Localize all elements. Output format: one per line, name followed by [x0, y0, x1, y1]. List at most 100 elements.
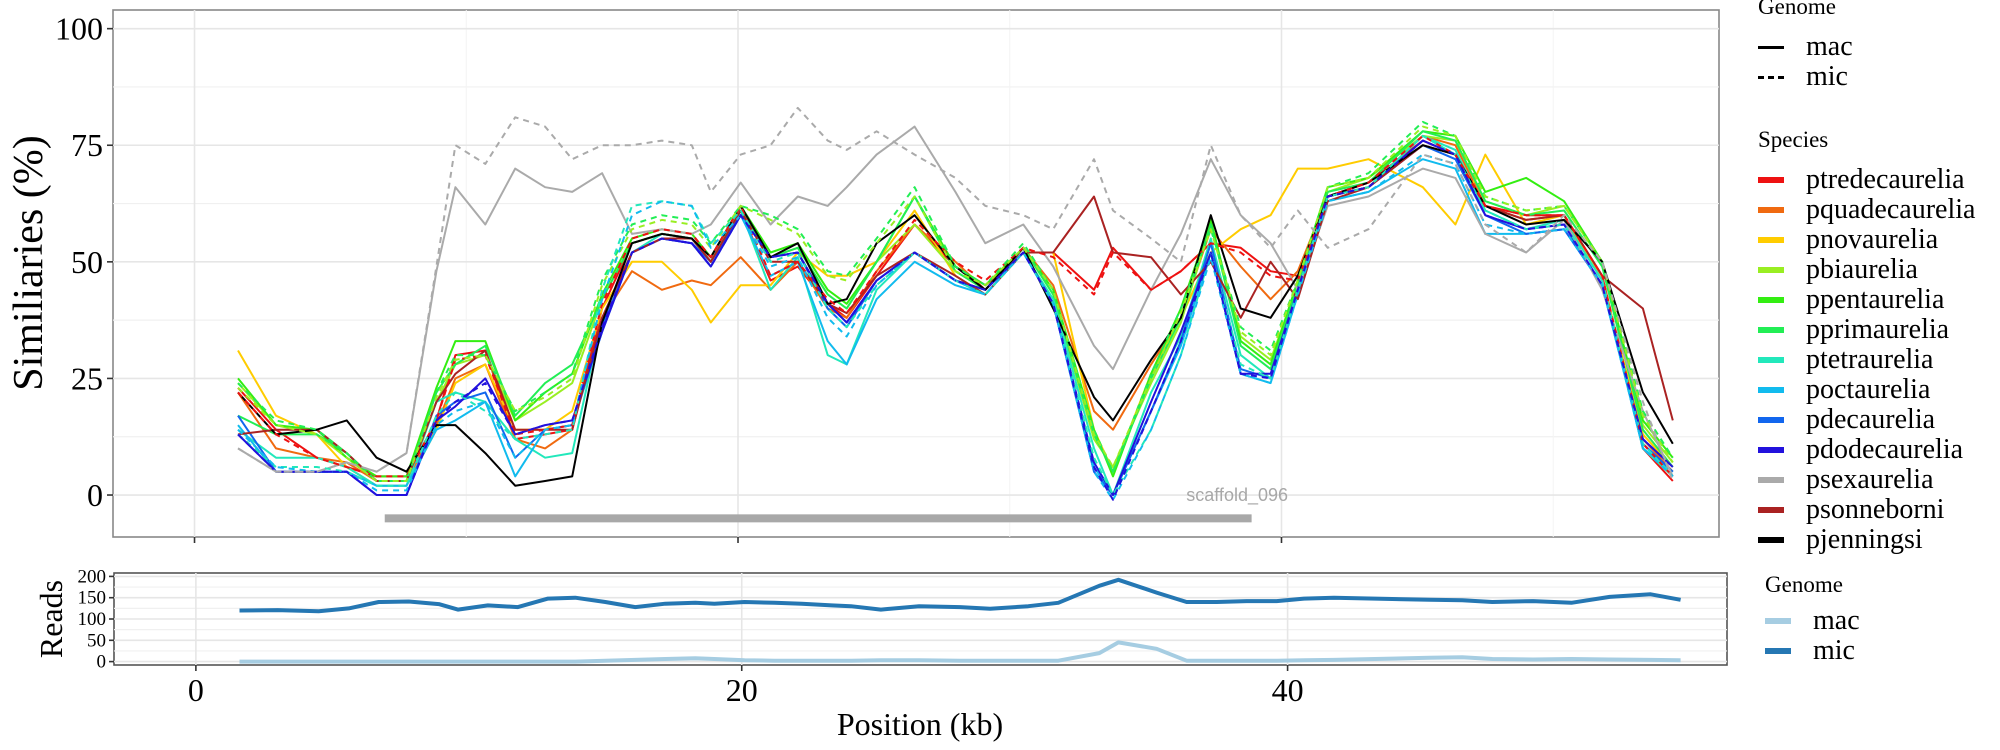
- species-legend: Species ptredecaurelia pquadecaurelia pnov…: [1758, 127, 1975, 555]
- species-legend-item: pdecaurelia: [1758, 404, 1975, 435]
- scaffold-label: scaffold_096: [1186, 485, 1288, 506]
- species-legend-label: ptredecaurelia: [1806, 164, 1965, 195]
- color-swatch-icon: [1765, 618, 1791, 624]
- species-legend-item: pbiaurelia: [1758, 254, 1975, 285]
- reads-x-axis: 0 20 40: [188, 665, 1304, 708]
- color-swatch-icon: [1758, 207, 1784, 213]
- reads-genome-legend: Genome mac mic: [1765, 572, 1860, 666]
- y-tick-label: 100: [55, 11, 103, 47]
- species-legend-item: ptredecaurelia: [1758, 164, 1975, 195]
- species-legend-item: ptetraurelia: [1758, 344, 1975, 375]
- y-tick-label: 150: [78, 588, 107, 609]
- species-legend-title: Species: [1758, 127, 1829, 152]
- dashed-line-icon: [1758, 75, 1784, 79]
- series-line-pdodecaurelia-mic: [237, 139, 1674, 501]
- scaffold-annotation: scaffold_096: [384, 485, 1288, 523]
- y-tick-label: 50: [71, 244, 103, 280]
- species-legend-label: pprimaurelia: [1806, 314, 1950, 345]
- genome-legend-item-mac: mac: [1758, 31, 1853, 62]
- y-tick-label: 0: [87, 477, 103, 513]
- color-swatch-icon: [1758, 177, 1784, 183]
- species-legend-item: pjenningsi: [1758, 524, 1975, 555]
- color-swatch-icon: [1758, 507, 1784, 513]
- reads-y-axis-label: Reads: [33, 580, 69, 658]
- reads-legend-label: mac: [1813, 605, 1860, 636]
- series-line-poctaurelia-mic: [237, 153, 1674, 501]
- species-legend-label: psexaurelia: [1806, 464, 1934, 495]
- reads-genome-legend-title: Genome: [1765, 572, 1843, 597]
- color-swatch-icon: [1758, 417, 1784, 423]
- color-swatch-icon: [1765, 648, 1791, 654]
- x-axis-label: Position (kb): [837, 706, 1003, 742]
- species-legend-item: pquadecaurelia: [1758, 194, 1976, 225]
- y-tick-label: 100: [78, 609, 107, 630]
- species-legend-label: ppentaurelia: [1806, 284, 1945, 315]
- species-legend-label: ptetraurelia: [1806, 344, 1934, 375]
- series-line-ptredecaurelia-mic: [237, 134, 1674, 478]
- similarity-plot-area: [112, 9, 1720, 538]
- color-swatch-icon: [1758, 447, 1784, 453]
- solid-line-icon: [1758, 45, 1784, 49]
- series-line-ptetraurelia-mic: [237, 134, 1674, 496]
- color-swatch-icon: [1758, 387, 1784, 393]
- series-line-pbiaurelia-mic: [237, 125, 1674, 482]
- x-tick-label: 20: [726, 672, 758, 708]
- series-line-psexaurelia-mic: [237, 106, 1674, 482]
- color-swatch-icon: [1758, 357, 1784, 363]
- reads-line-mic: [239, 577, 1681, 614]
- reads-line-mac: [239, 640, 1681, 664]
- similarity-series: [237, 106, 1674, 501]
- genome-legend-label: mac: [1806, 31, 1853, 62]
- series-line-poctaurelia-mac: [237, 158, 1674, 496]
- series-line-pnovaurelia-mac: [237, 153, 1674, 487]
- species-legend-item: psonneborni: [1758, 494, 1975, 525]
- series-line-psexaurelia-mac: [237, 125, 1674, 477]
- species-legend-label: pdecaurelia: [1806, 404, 1936, 435]
- species-legend-label: pdodecaurelia: [1806, 434, 1964, 465]
- species-legend-item: pdodecaurelia: [1758, 434, 1975, 465]
- genome-legend-title: Genome: [1758, 0, 1836, 19]
- similarity-y-axis: 0 25 50 75 100: [55, 11, 113, 513]
- genome-legend-label: mic: [1806, 61, 1848, 92]
- species-legend-label: poctaurelia: [1806, 374, 1931, 405]
- similarity-grid: [113, 10, 1719, 537]
- reads-legend-item-mic: mic: [1765, 635, 1860, 666]
- y-tick-label: 25: [71, 360, 103, 396]
- y-tick-label: 75: [71, 127, 103, 163]
- species-legend-item: ppentaurelia: [1758, 284, 1975, 315]
- species-legend-item: psexaurelia: [1758, 464, 1975, 495]
- scaffold-bar: [384, 514, 1252, 523]
- similarity-x-ticks: [193, 537, 1283, 543]
- species-legend-label: pbiaurelia: [1806, 254, 1918, 285]
- similarity-y-axis-label: Similiaries (%): [6, 135, 52, 390]
- color-swatch-icon: [1758, 267, 1784, 273]
- genome-legend-item-mic: mic: [1758, 61, 1853, 92]
- species-legend-item: pnovaurelia: [1758, 224, 1975, 255]
- color-swatch-icon: [1758, 477, 1784, 483]
- species-legend-item: pprimaurelia: [1758, 314, 1975, 345]
- color-swatch-icon: [1758, 297, 1784, 303]
- reads-legend-label: mic: [1813, 635, 1855, 666]
- similarity-panel: scaffold_096 0 25 50 75 100 Similiaries (%): [6, 9, 1720, 543]
- species-legend-label: pjenningsi: [1806, 524, 1923, 555]
- y-tick-label: 50: [87, 630, 106, 651]
- reads-series: [239, 577, 1681, 664]
- genome-legend: Genome mac mic: [1758, 0, 1853, 92]
- reads-grid: [114, 573, 1727, 665]
- reads-legend-item-mac: mac: [1765, 605, 1860, 636]
- species-legend-label: pquadecaurelia: [1806, 194, 1976, 225]
- color-swatch-icon: [1758, 237, 1784, 243]
- y-tick-label: 200: [78, 566, 107, 587]
- color-swatch-icon: [1758, 537, 1784, 543]
- x-tick-label: 40: [1272, 672, 1304, 708]
- species-legend-label: pnovaurelia: [1806, 224, 1939, 255]
- y-tick-label: 0: [97, 652, 107, 673]
- species-legend-item: poctaurelia: [1758, 374, 1975, 405]
- x-tick-label: 0: [188, 672, 204, 708]
- series-line-pprimaurelia-mic: [237, 120, 1674, 482]
- color-swatch-icon: [1758, 327, 1784, 333]
- series-line-psonneborni-mac: [237, 144, 1674, 482]
